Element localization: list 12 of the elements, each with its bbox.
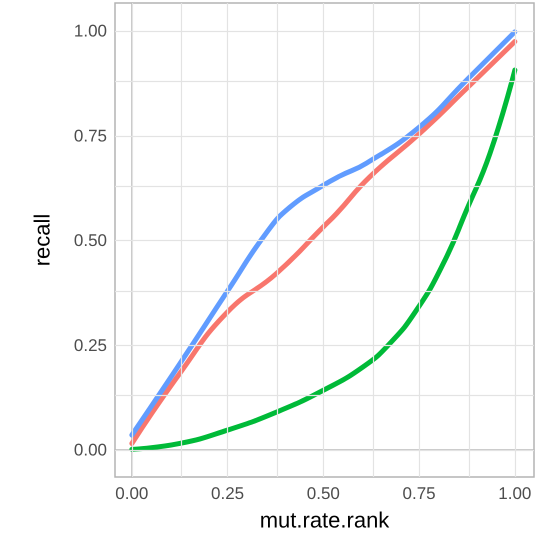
x-tick-label: 0.75	[402, 484, 436, 503]
x-tick-label: 1.00	[498, 484, 532, 503]
y-tick-label: 1.00	[74, 22, 107, 41]
y-tick-label: 0.00	[74, 440, 107, 460]
y-axis-title: recall	[30, 214, 54, 266]
x-tick-label: 0.25	[211, 484, 244, 503]
x-axis-title: mut.rate.rank	[260, 508, 390, 532]
x-tick-label: 0.00	[115, 484, 148, 503]
x-tick-label: 0.50	[306, 484, 340, 503]
y-tick-label: 0.25	[74, 336, 107, 355]
y-tick-label: 0.75	[74, 126, 107, 146]
y-tick-label: 0.50	[74, 231, 107, 250]
